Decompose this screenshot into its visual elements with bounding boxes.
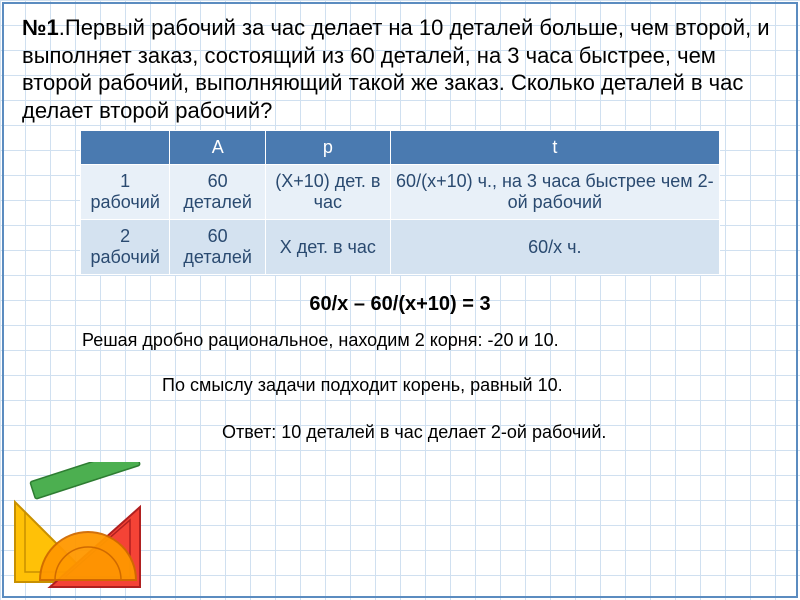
cell: 60/(х+10) ч., на 3 часа быстрее чем 2-ой… [390,165,719,220]
cell: 60 деталей [170,165,266,220]
col-p: p [266,131,391,165]
col-blank [81,131,170,165]
solve-line: Решая дробно рациональное, находим 2 кор… [82,330,778,351]
cell: (Х+10) дет. в час [266,165,391,220]
cell: 60/х ч. [390,220,719,275]
col-t: t [390,131,719,165]
answer-line: Ответ: 10 деталей в час делает 2-ой рабо… [222,422,778,443]
cell: 1 рабочий [81,165,170,220]
table-row: 1 рабочий 60 деталей (Х+10) дет. в час 6… [81,165,720,220]
table-header-row: А p t [81,131,720,165]
cell: Х дет. в час [266,220,391,275]
table-row: 2 рабочий 60 деталей Х дет. в час 60/х ч… [81,220,720,275]
meaning-line: По смыслу задачи подходит корень, равный… [162,375,778,396]
data-table: А p t 1 рабочий 60 деталей (Х+10) дет. в… [80,130,720,275]
problem-text: №1.Первый рабочий за час делает на 10 де… [22,14,778,124]
col-a: А [170,131,266,165]
cell: 60 деталей [170,220,266,275]
equation: 60/х – 60/(х+10) = 3 [22,293,778,316]
cell: 2 рабочий [81,220,170,275]
geometry-tools-icon [10,462,160,592]
problem-number: №1 [22,15,59,40]
problem-body: .Первый рабочий за час делает на 10 дета… [22,15,770,123]
